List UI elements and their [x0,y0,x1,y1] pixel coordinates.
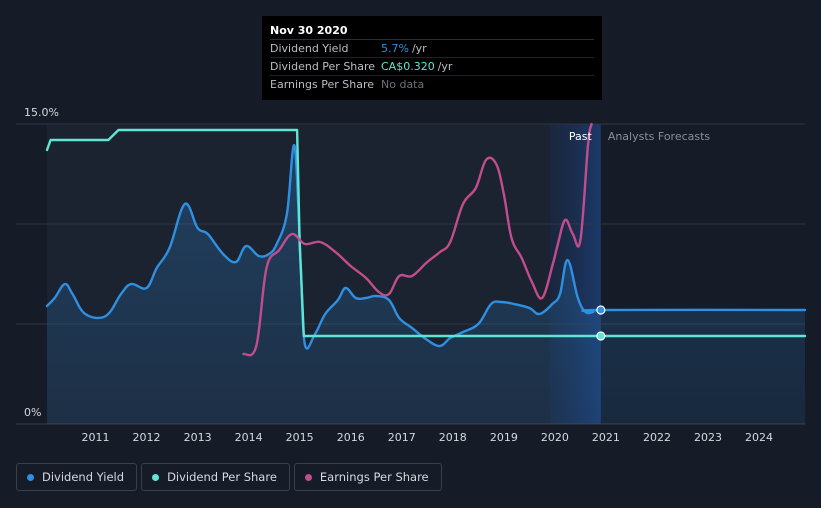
x-tick-label: 2022 [643,431,671,444]
tooltip-label: Dividend Per Share [270,60,376,73]
legend-label: Dividend Yield [42,470,125,484]
x-tick-label: 2014 [235,431,263,444]
marker-dividend-yield [596,305,606,315]
marker-dividend-per-share [596,331,606,341]
x-tick-label: 2019 [490,431,518,444]
legend-dividend-yield[interactable]: Dividend Yield [16,463,138,491]
tooltip-value: No data [381,78,425,91]
legend-label: Dividend Per Share [167,470,277,484]
x-tick-label: 2018 [439,431,467,444]
legend-label: Earnings Per Share [319,470,429,484]
x-tick-label: 2020 [541,431,569,444]
dividend-yield-line [45,144,807,350]
tooltip-date: Nov 30 2020 [270,22,594,40]
y-tick-label: 15.0% [24,106,59,119]
tooltip-label: Earnings Per Share [270,78,375,91]
x-tick-label: 2015 [286,431,314,444]
legend-dividend-per-share[interactable]: Dividend Per Share [141,463,290,491]
legend-dot [27,473,34,481]
x-tick-label: 2012 [133,431,161,444]
x-tick-label: 2024 [745,431,773,444]
tooltip-row-dividend-yield: Dividend Yield 5.7%/yr [270,40,594,58]
legend-dot [304,473,312,481]
tooltip-value: 5.7%/yr [381,42,427,55]
tooltip-value: CA$0.320/yr [381,60,453,73]
legend: Dividend Yield Dividend Per Share Earnin… [16,463,442,491]
dividend-yield-area [47,145,805,424]
earnings-per-share-line [242,122,593,357]
legend-dot [152,473,160,481]
forecast-label: Analysts Forecasts [608,130,711,143]
tooltip: Nov 30 2020 Dividend Yield 5.7%/yr Divid… [262,16,602,100]
x-tick-label: 2016 [337,431,365,444]
tooltip-label: Dividend Yield [270,42,349,55]
tooltip-row-earnings-per-share: Earnings Per Share No data [270,76,594,93]
x-tick-label: 2023 [694,431,722,444]
x-tick-label: 2013 [184,431,212,444]
dividend-per-share-line [45,128,807,338]
past-label: Past [569,130,593,143]
y-tick-label: 0% [24,406,41,419]
x-tick-label: 2017 [388,431,416,444]
tooltip-row-dividend-per-share: Dividend Per Share CA$0.320/yr [270,58,594,76]
x-tick-label: 2011 [81,431,109,444]
legend-earnings-per-share[interactable]: Earnings Per Share [293,463,442,491]
x-tick-label: 2021 [592,431,620,444]
